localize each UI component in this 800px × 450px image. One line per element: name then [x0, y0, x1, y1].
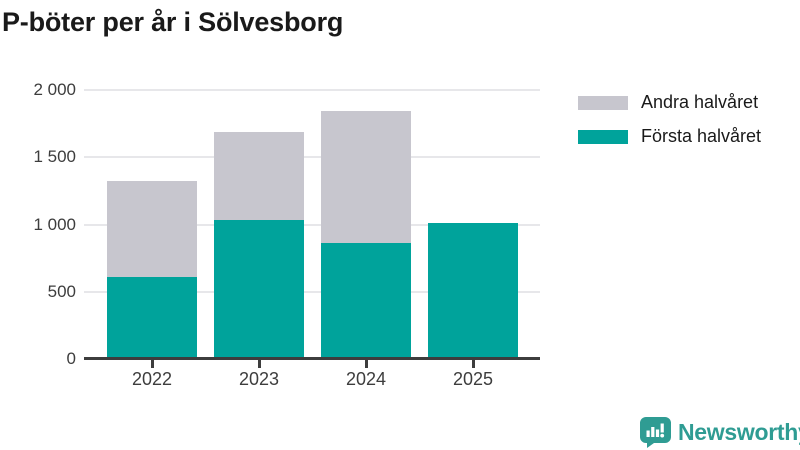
x-axis-line — [84, 357, 540, 360]
x-axis-tick-mark — [472, 360, 475, 368]
x-axis-tick-label: 2025 — [452, 369, 494, 389]
chart-title: P-böter per år i Sölvesborg — [2, 7, 344, 37]
bar-2024-forsta-halvaret — [321, 242, 411, 359]
y-axis-tick-label: 1 000 — [33, 214, 76, 234]
newsworthy-bar-chart-bubble-icon — [640, 417, 671, 448]
legend-label-andra-halvaret: Andra halvåret — [641, 92, 759, 112]
legend-item-andra-halvaret: Andra halvåret — [578, 92, 761, 113]
newsworthy-logo-text: Newsworthy — [678, 419, 800, 445]
bar-2025-forsta-halvaret — [428, 223, 518, 359]
x-axis-tick-label: 2022 — [131, 369, 173, 389]
y-axis-tick-label: 1 500 — [33, 147, 76, 167]
legend-swatch-forsta-halvaret — [578, 129, 628, 144]
legend: Andra halvåret Första halvåret — [578, 92, 761, 160]
bar-2024-andra-halvaret — [321, 110, 411, 243]
bar-2022-andra-halvaret — [107, 181, 197, 277]
bar-2023-andra-halvaret — [214, 131, 304, 220]
gridline-2000 — [84, 89, 540, 91]
x-axis-tick-label: 2024 — [345, 369, 387, 389]
y-axis-tick-label: 0 — [66, 349, 76, 368]
y-axis-tick-label: 500 — [47, 281, 76, 301]
legend-item-forsta-halvaret: Första halvåret — [578, 126, 761, 147]
bar-2023-forsta-halvaret — [214, 219, 304, 359]
x-axis-tick-mark — [365, 360, 368, 368]
bar-2022-forsta-halvaret — [107, 276, 197, 359]
gridline-1000 — [84, 223, 540, 226]
legend-label-forsta-halvaret: Första halvåret — [641, 126, 762, 146]
legend-swatch-andra-halvaret — [578, 95, 628, 110]
x-axis-tick-label: 2023 — [238, 369, 280, 389]
x-axis-tick-mark — [151, 360, 154, 368]
gridline-1500 — [84, 156, 540, 159]
newsworthy-logo: Newsworthy — [640, 417, 800, 448]
y-axis-tick-label: 2 000 — [33, 80, 76, 99]
gridline-500 — [84, 290, 540, 293]
x-axis-tick-mark — [258, 360, 261, 368]
